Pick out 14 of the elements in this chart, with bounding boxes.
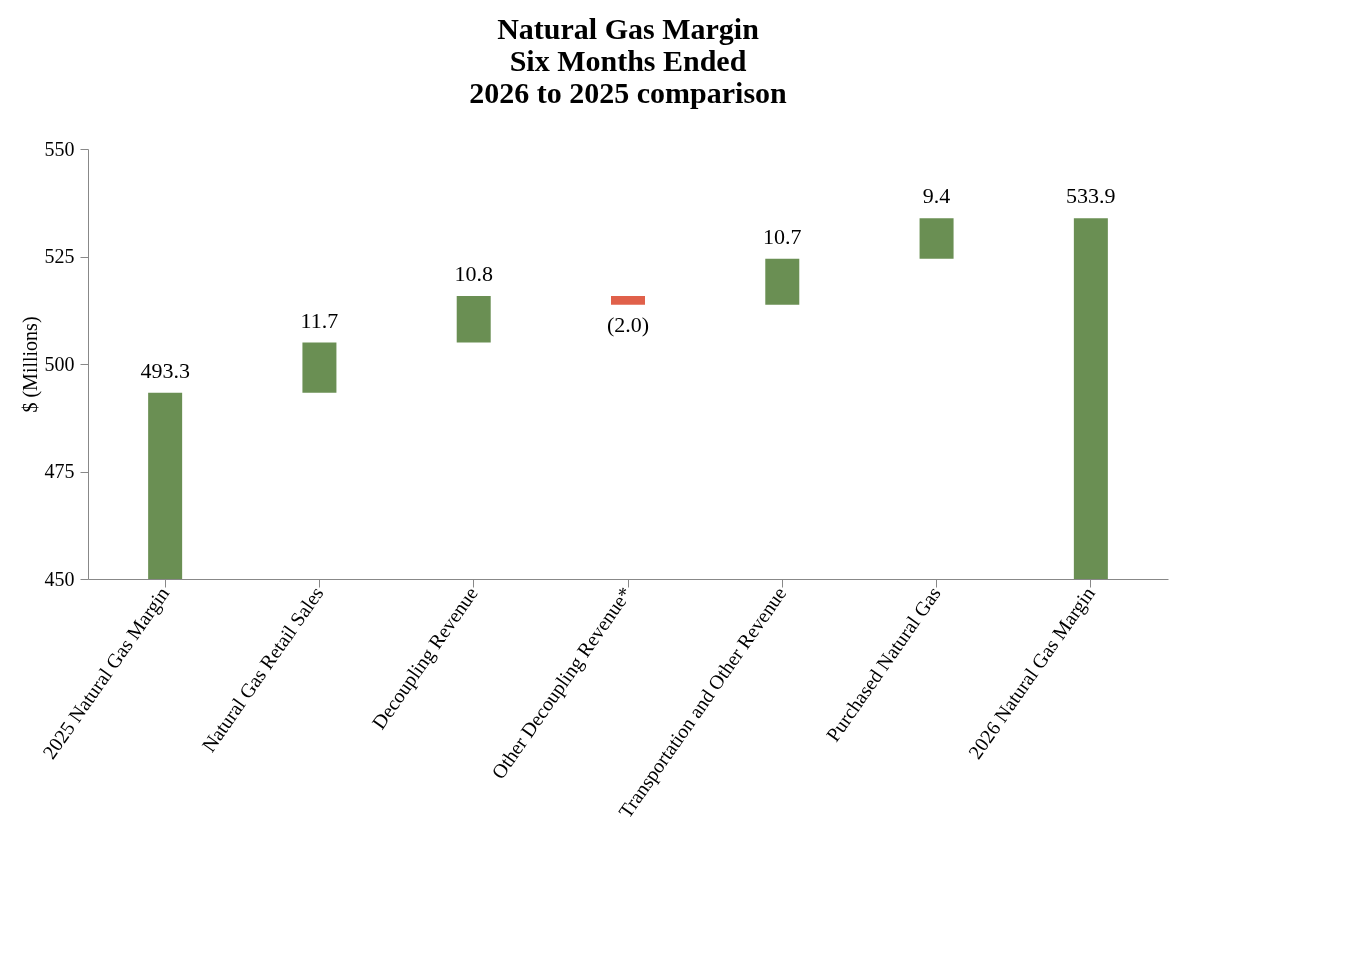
data-label: 11.7 [300,307,339,333]
data-label: 9.4 [922,183,951,209]
data-label: 493.3 [140,357,190,383]
y-tick-label: 475 [44,460,75,482]
y-tick-label: 500 [44,352,75,375]
data-label: 10.7 [763,223,802,249]
chart-title: Natural Gas Margin Six Months Ended 2026 to 2025 comparison [469,12,788,109]
data-label: 533.9 [1066,183,1116,209]
y-axis-title: $ (Millions) [18,316,42,413]
data-label: (2.0) [606,311,650,337]
y-tick-label: 550 [44,137,75,160]
y-tick-label: 525 [44,245,75,267]
data-label: 10.8 [454,261,493,287]
y-tick-label: 450 [44,567,75,590]
